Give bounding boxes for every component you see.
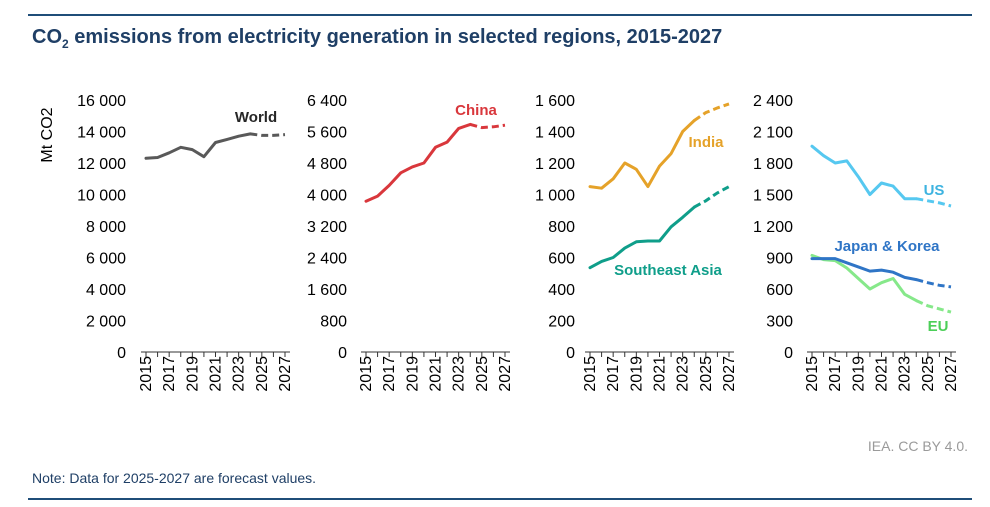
y-tick-label: 6 000 <box>86 251 126 268</box>
x-tick-label: 2025 <box>474 356 491 392</box>
y-tick-label: 1 600 <box>307 282 347 299</box>
series-label-eu: EU <box>928 318 949 335</box>
series-forecast-southeast-asia <box>693 185 730 209</box>
x-tick-label: 2023 <box>451 356 468 392</box>
series-line-world <box>144 132 252 160</box>
y-tick-label: 2 400 <box>307 251 347 268</box>
x-tick-label: 2025 <box>698 356 715 392</box>
y-tick-label: 1 800 <box>753 156 793 173</box>
y-axis-title: Mt CO2 <box>39 107 56 162</box>
x-tick-label: 2027 <box>721 356 738 392</box>
x-tick-label: 2015 <box>138 356 155 392</box>
x-tick-label: 2027 <box>943 356 960 392</box>
y-tick-label: 12 000 <box>77 156 126 173</box>
y-tick-label: 200 <box>548 314 575 331</box>
y-tick-label: 800 <box>320 314 347 331</box>
x-tick-label: 2015 <box>804 356 821 392</box>
y-tick-label: 2 000 <box>86 314 126 331</box>
bottom-rule <box>28 498 972 500</box>
y-tick-label: 8 000 <box>86 219 126 236</box>
y-tick-label: 5 600 <box>307 125 347 142</box>
y-tick-label: 4 000 <box>307 188 347 205</box>
page-title: CO2 emissions from electricity generatio… <box>32 26 723 51</box>
x-tick-label: 2021 <box>874 356 891 392</box>
y-tick-label: 0 <box>784 345 793 362</box>
chart-panel-3: 0 200 400 600 800 1 000 1 200 1 400 1 600 2015 201… <box>535 93 738 392</box>
y-tick-label: 1 500 <box>753 188 793 205</box>
x-tick-label: 2017 <box>827 356 844 392</box>
chart-panel-2: 0 800 1 600 2 400 3 200 4 000 4 800 5 600 6 400 2… <box>307 93 514 392</box>
top-rule <box>28 14 972 16</box>
x-tick-label: 2021 <box>208 356 225 392</box>
x-tick-label: 2017 <box>161 356 178 392</box>
series-label-world: World <box>235 109 277 126</box>
x-tick-label: 2019 <box>850 356 867 392</box>
series-forecast-india <box>693 102 730 122</box>
y-tick-label: 1 600 <box>535 93 575 110</box>
y-tick-label: 3 200 <box>307 219 347 236</box>
x-tick-label: 2015 <box>582 356 599 392</box>
series-label-southeast-asia: Southeast Asia <box>614 262 722 279</box>
x-tick-label: 2015 <box>358 356 375 392</box>
x-tick-label: 2019 <box>628 356 645 392</box>
y-tick-label: 600 <box>766 282 793 299</box>
charts-figure: 0 2 000 4 000 6 000 8 000 10 000 12 000 14 000 1… <box>39 93 960 392</box>
y-tick-label: 10 000 <box>77 188 126 205</box>
y-tick-label: 16 000 <box>77 93 126 110</box>
series-label-us: US <box>924 182 945 199</box>
series-forecast-world <box>250 132 286 137</box>
x-tick-label: 2023 <box>231 356 248 392</box>
credit-text: IEA. CC BY 4.0. <box>867 438 968 454</box>
y-tick-label: 2 100 <box>753 125 793 142</box>
chart-panel-1: 0 2 000 4 000 6 000 8 000 10 000 12 000 14 000 1… <box>39 93 294 392</box>
x-tick-label: 2017 <box>381 356 398 392</box>
y-tick-label: 400 <box>548 282 575 299</box>
series-label-japan-korea: Japan & Korea <box>834 238 940 255</box>
x-tick-label: 2019 <box>184 356 201 392</box>
series-forecast-us <box>916 197 952 208</box>
x-tick-label: 2023 <box>675 356 692 392</box>
x-tick-label: 2021 <box>652 356 669 392</box>
x-tick-label: 2027 <box>497 356 514 392</box>
chart-panel-4: 0 300 600 900 1 200 1 500 1 800 2 100 2 400 2015 2… <box>753 93 960 392</box>
x-tick-label: 2025 <box>920 356 937 392</box>
y-tick-label: 1 200 <box>753 219 793 236</box>
series-line-southeast-asia <box>588 205 696 270</box>
x-tick-label: 2017 <box>605 356 622 392</box>
y-tick-label: 14 000 <box>77 125 126 142</box>
y-tick-label: 0 <box>566 345 575 362</box>
series-label-india: India <box>688 134 724 151</box>
series-forecast-japan-korea <box>915 278 952 289</box>
y-tick-label: 600 <box>548 251 575 268</box>
series-forecast-china <box>469 122 506 130</box>
series-line-japan-korea <box>810 257 918 282</box>
series-line-us <box>810 144 918 201</box>
y-tick-label: 1 400 <box>535 125 575 142</box>
y-tick-label: 2 400 <box>753 93 793 110</box>
y-tick-label: 300 <box>766 314 793 331</box>
x-tick-label: 2027 <box>277 356 294 392</box>
y-tick-label: 900 <box>766 251 793 268</box>
series-label-china: China <box>455 102 497 119</box>
series-line-eu <box>810 253 918 303</box>
x-tick-label: 2021 <box>428 356 445 392</box>
y-tick-label: 0 <box>117 345 126 362</box>
y-tick-label: 6 400 <box>307 93 347 110</box>
series-line-india <box>588 119 696 190</box>
y-tick-label: 800 <box>548 219 575 236</box>
x-tick-label: 2023 <box>897 356 914 392</box>
y-tick-label: 1 000 <box>535 188 575 205</box>
forecast-note: Note: Data for 2025-2027 are forecast va… <box>32 470 317 486</box>
series-line-china <box>364 122 472 203</box>
series-forecast-eu <box>915 299 952 314</box>
y-tick-label: 1 200 <box>535 156 575 173</box>
y-tick-label: 4 000 <box>86 282 126 299</box>
x-tick-label: 2025 <box>254 356 271 392</box>
y-tick-label: 0 <box>338 345 347 362</box>
x-tick-label: 2019 <box>404 356 421 392</box>
y-tick-label: 4 800 <box>307 156 347 173</box>
